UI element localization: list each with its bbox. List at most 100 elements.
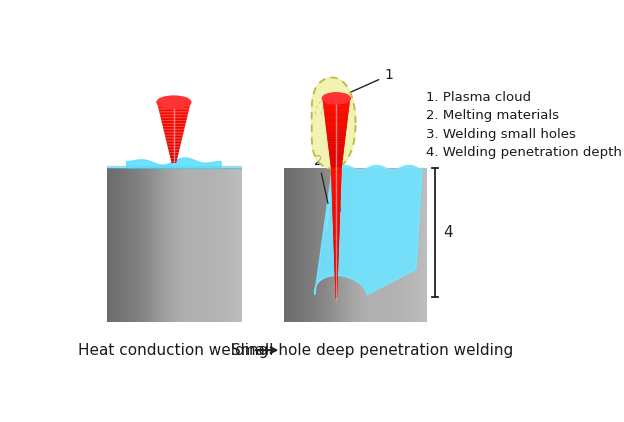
Ellipse shape	[157, 96, 191, 108]
Polygon shape	[331, 184, 341, 187]
Bar	[285, 168, 288, 322]
Bar	[389, 168, 391, 322]
Polygon shape	[326, 130, 346, 131]
Polygon shape	[169, 154, 178, 155]
Polygon shape	[166, 140, 182, 142]
Bar	[167, 168, 170, 322]
Polygon shape	[334, 243, 339, 246]
Bar	[399, 168, 402, 322]
Bar	[139, 168, 141, 322]
Polygon shape	[324, 109, 349, 111]
Polygon shape	[328, 145, 344, 147]
Bar	[187, 168, 190, 322]
Polygon shape	[328, 145, 344, 147]
Polygon shape	[323, 100, 350, 102]
Polygon shape	[330, 159, 343, 161]
Polygon shape	[160, 113, 188, 114]
Bar	[353, 168, 356, 322]
Ellipse shape	[323, 93, 350, 104]
Bar	[180, 168, 183, 322]
Polygon shape	[329, 152, 344, 154]
Bar	[150, 168, 153, 322]
Polygon shape	[324, 116, 348, 117]
Polygon shape	[334, 246, 339, 249]
Polygon shape	[333, 230, 339, 233]
Polygon shape	[168, 148, 180, 149]
Bar	[192, 168, 195, 322]
Polygon shape	[325, 121, 348, 123]
Polygon shape	[107, 166, 241, 168]
Bar	[177, 168, 180, 322]
Bar	[374, 168, 377, 322]
Polygon shape	[326, 124, 347, 126]
Bar	[293, 168, 295, 322]
Bar	[129, 168, 131, 322]
Polygon shape	[324, 111, 349, 112]
Bar	[191, 168, 193, 322]
Bar	[137, 168, 139, 322]
Bar	[378, 168, 381, 322]
Polygon shape	[165, 136, 183, 137]
Polygon shape	[160, 114, 188, 116]
Bar	[209, 168, 212, 322]
Bar	[343, 168, 345, 322]
Polygon shape	[326, 126, 347, 128]
Text: 4: 4	[443, 225, 452, 240]
Polygon shape	[334, 253, 339, 256]
Bar	[289, 168, 291, 322]
Polygon shape	[332, 191, 341, 194]
Polygon shape	[160, 116, 188, 117]
Bar	[392, 168, 395, 322]
Polygon shape	[333, 230, 339, 233]
Polygon shape	[164, 131, 184, 133]
Polygon shape	[331, 166, 342, 168]
Polygon shape	[324, 114, 348, 116]
Polygon shape	[326, 131, 346, 133]
Bar	[179, 168, 182, 322]
Bar	[108, 168, 110, 322]
Polygon shape	[331, 168, 342, 171]
Bar	[333, 168, 336, 322]
Polygon shape	[333, 214, 340, 217]
Bar	[117, 168, 119, 322]
Polygon shape	[323, 102, 350, 103]
Bar	[332, 168, 334, 322]
Polygon shape	[159, 111, 188, 113]
Bar	[218, 168, 220, 322]
Bar	[316, 168, 318, 322]
Bar	[344, 168, 347, 322]
Bar	[387, 168, 389, 322]
Polygon shape	[331, 164, 342, 166]
Polygon shape	[333, 236, 339, 240]
Bar	[157, 168, 160, 322]
Bar	[414, 168, 416, 322]
Polygon shape	[333, 220, 340, 223]
Polygon shape	[334, 259, 338, 262]
Text: Heat conduction welding: Heat conduction welding	[79, 343, 269, 358]
Bar	[295, 168, 297, 322]
Bar	[300, 168, 302, 322]
Polygon shape	[162, 124, 186, 125]
Bar	[194, 168, 197, 322]
Polygon shape	[331, 166, 342, 168]
Polygon shape	[158, 107, 190, 108]
Polygon shape	[329, 150, 344, 152]
Bar	[321, 168, 324, 322]
Polygon shape	[328, 142, 345, 143]
Bar	[199, 168, 202, 322]
Bar	[110, 168, 112, 322]
Polygon shape	[333, 210, 340, 214]
Polygon shape	[334, 266, 338, 269]
Bar	[235, 168, 237, 322]
Bar	[149, 168, 151, 322]
Polygon shape	[163, 130, 184, 131]
Bar	[184, 168, 187, 322]
Bar	[339, 168, 341, 322]
Polygon shape	[334, 269, 338, 272]
Bar	[125, 168, 127, 322]
Polygon shape	[333, 240, 339, 243]
Polygon shape	[334, 262, 338, 266]
Polygon shape	[331, 184, 341, 187]
Polygon shape	[158, 110, 189, 111]
Polygon shape	[323, 107, 349, 109]
